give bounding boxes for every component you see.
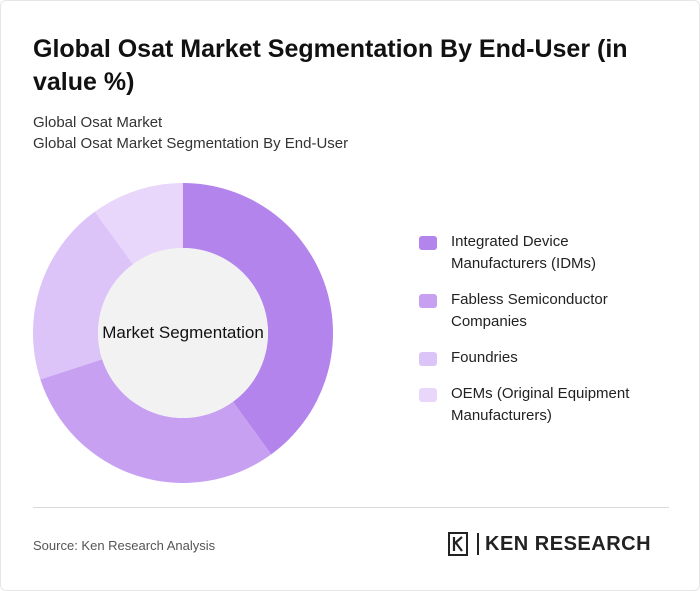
- legend-label: OEMs (Original Equipment Manufacturers): [451, 385, 630, 424]
- legend-label: Fabless Semiconductor Companies: [451, 291, 608, 330]
- logo-separator: [477, 533, 479, 555]
- legend-item-3[interactable]: Foundries: [419, 347, 679, 369]
- legend-swatch: [419, 236, 437, 250]
- chart-subtitle-market: Global Osat Market: [33, 114, 163, 131]
- legend-label: Foundries: [451, 349, 518, 366]
- legend-item-2[interactable]: Fabless Semiconductor Companies: [419, 289, 679, 333]
- legend-item-4[interactable]: OEMs (Original Equipment Manufacturers): [419, 383, 679, 427]
- legend-label: Integrated Device Manufacturers (IDMs): [451, 233, 597, 272]
- logo-text: KEN RESEARCH: [485, 532, 652, 555]
- chart-title: Global Osat Market Segmentation By End-U…: [33, 35, 628, 96]
- legend-swatch: [419, 352, 437, 366]
- ken-research-logo-icon: [448, 532, 468, 556]
- donut-chart: Market Segmentation: [31, 181, 335, 485]
- donut-hole: [98, 248, 268, 418]
- donut-slice-3[interactable]: [32, 211, 134, 380]
- footer-divider: [33, 507, 669, 508]
- donut-slice-2[interactable]: [40, 359, 272, 483]
- ken-research-logo: KEN RESEARCH: [447, 531, 651, 557]
- donut-slice-4[interactable]: [94, 183, 183, 265]
- chart-legend: Integrated Device Manufacturers (IDMs) Fa…: [419, 231, 679, 441]
- legend-item-1[interactable]: Integrated Device Manufacturers (IDMs): [419, 231, 679, 275]
- donut-svg: [32, 183, 333, 483]
- donut-slice-1[interactable]: [183, 183, 333, 455]
- legend-swatch: [419, 294, 437, 308]
- chart-subtitle-segmentation: Global Osat Market Segmentation By End-U…: [33, 135, 349, 152]
- legend-swatch: [419, 388, 437, 402]
- source-note: Source: Ken Research Analysis: [33, 538, 216, 553]
